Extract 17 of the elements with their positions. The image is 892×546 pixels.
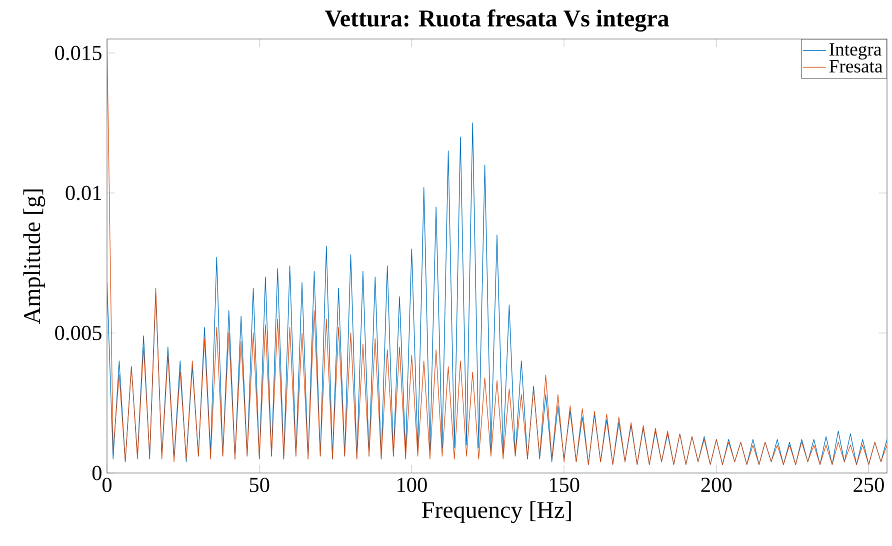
y-tick-label: 0.005 xyxy=(55,326,102,340)
x-tick-label: 100 xyxy=(398,478,427,492)
line-series xyxy=(107,38,888,465)
x-tick-label: 0 xyxy=(102,478,112,492)
legend-label: Integra xyxy=(830,43,882,60)
line-series xyxy=(107,122,888,465)
y-axis-title: Amplitude [g] xyxy=(23,189,46,324)
x-tick-label: 250 xyxy=(854,478,884,492)
x-tick-label: 200 xyxy=(701,478,732,492)
y-tick-label: 0.015 xyxy=(55,46,102,60)
x-tick-label: 150 xyxy=(550,478,580,492)
x-axis-title: Frequency [Hz] xyxy=(422,501,571,524)
legend-label: Fresata xyxy=(829,60,882,73)
y-tick-label: 0.01 xyxy=(66,186,102,200)
chart-title: Vettura: Ruota fresata Vs integra xyxy=(324,9,669,32)
x-tick-label: 50 xyxy=(250,478,270,492)
y-tick-label: 0 xyxy=(92,466,102,480)
